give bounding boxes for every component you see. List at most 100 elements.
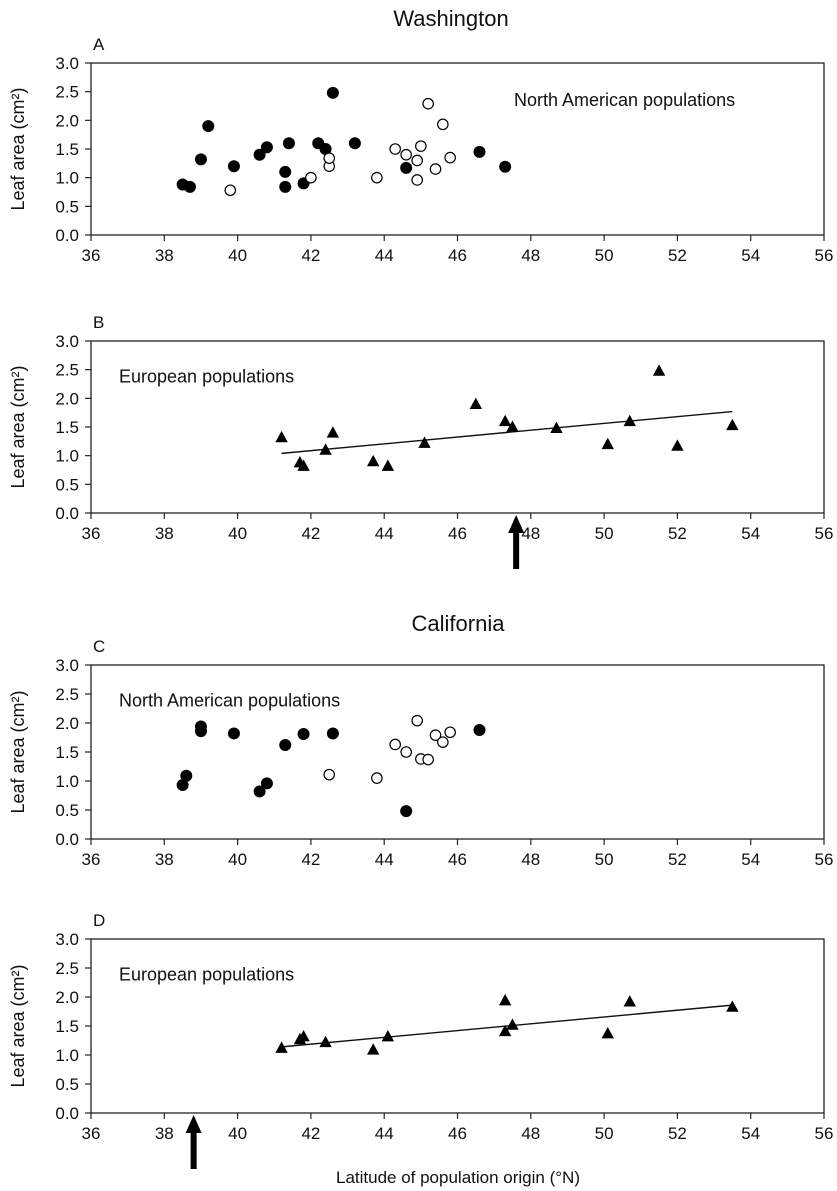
x-tick-label: 44 bbox=[375, 524, 394, 543]
x-tick-label: 50 bbox=[595, 246, 614, 265]
x-tick-label: 42 bbox=[301, 1124, 320, 1143]
panel-label-b: B bbox=[93, 313, 104, 332]
x-tick-label: 54 bbox=[741, 524, 760, 543]
data-point-filled-circle bbox=[279, 739, 292, 752]
data-point-triangle bbox=[498, 993, 512, 1006]
data-point-open-circle bbox=[323, 152, 336, 164]
data-point-triangle bbox=[726, 418, 739, 431]
x-tick-label: 44 bbox=[375, 1124, 394, 1143]
data-point-triangle bbox=[506, 1018, 519, 1030]
y-tick-label: 3.0 bbox=[55, 332, 79, 351]
y-tick-label: 3.0 bbox=[55, 656, 79, 675]
y-tick-label: 0.5 bbox=[55, 1075, 79, 1094]
origin-arrow-shaft-d bbox=[190, 1129, 197, 1169]
x-tick-label: 44 bbox=[375, 850, 394, 869]
x-tick-label: 48 bbox=[521, 1124, 540, 1143]
x-tick-label: 56 bbox=[815, 1124, 834, 1143]
y-tick-label: 0.0 bbox=[55, 226, 79, 245]
data-point-open-circle bbox=[371, 171, 383, 184]
y-tick-label: 1.0 bbox=[55, 1046, 79, 1065]
x-tick-label: 46 bbox=[448, 850, 467, 869]
series-annotation-a: North American populations bbox=[514, 90, 735, 110]
panel-b: 0.0 0.5 1.0 1.5 2.0 2.5 3.0 36 38 40 42 44 46 48 50 52 5… bbox=[8, 313, 833, 569]
data-point-open-circle bbox=[411, 174, 423, 186]
y-tick-label: 1.0 bbox=[55, 772, 79, 791]
section-title-washington: Washington bbox=[393, 6, 508, 31]
x-tick-label: 40 bbox=[228, 1124, 247, 1143]
data-point-triangle bbox=[326, 426, 340, 438]
data-point-triangle bbox=[381, 459, 395, 471]
data-point-triangle bbox=[726, 1000, 739, 1012]
x-tick-label: 38 bbox=[155, 850, 174, 869]
data-point-filled-circle bbox=[194, 153, 207, 166]
y-tick-label: 1.0 bbox=[55, 169, 79, 188]
data-point-filled-circle bbox=[253, 785, 266, 798]
x-tick-label: 40 bbox=[228, 524, 247, 543]
data-point-filled-circle bbox=[297, 728, 310, 741]
x-tick-label: 50 bbox=[595, 1124, 614, 1143]
y-tick-label: 0.0 bbox=[55, 830, 79, 849]
panel-a: 0.0 0.5 1.0 1.5 2.0 2.5 3.0 36 38 40 42 44 46 48 50 52 5… bbox=[8, 35, 833, 265]
data-point-filled-circle bbox=[279, 165, 292, 178]
data-point-open-circle bbox=[429, 729, 442, 741]
x-tick-label: 38 bbox=[155, 524, 174, 543]
y-tick-label: 1.0 bbox=[55, 447, 79, 466]
series-annotation-c: North American populations bbox=[119, 691, 340, 711]
data-point-filled-circle bbox=[260, 777, 273, 790]
data-point-open-circle bbox=[411, 714, 423, 727]
series-annotation-b: European populations bbox=[119, 366, 294, 386]
plot-frame-a bbox=[90, 62, 825, 236]
x-tick-label: 44 bbox=[375, 246, 394, 265]
y-tick-label: 1.5 bbox=[55, 743, 79, 762]
data-point-open-circle bbox=[444, 151, 456, 164]
data-point-triangle bbox=[381, 1029, 395, 1042]
data-point-triangle bbox=[319, 1035, 332, 1048]
panel-label-c: C bbox=[93, 637, 105, 656]
data-point-open-circle bbox=[415, 140, 427, 152]
data-point-filled-circle bbox=[279, 180, 292, 193]
origin-arrow-head-b bbox=[508, 515, 525, 533]
data-point-open-circle bbox=[429, 163, 442, 175]
panel-c: 0.0 0.5 1.0 1.5 2.0 2.5 3.0 36 38 40 42 44 46 48 50 52 5… bbox=[8, 637, 833, 869]
data-point-filled-circle bbox=[202, 120, 215, 133]
data-point-triangle bbox=[469, 397, 483, 409]
x-tick-label: 36 bbox=[82, 850, 101, 869]
y-tick-label: 2.5 bbox=[55, 959, 79, 978]
x-tick-label: 40 bbox=[228, 850, 247, 869]
x-tick-label: 52 bbox=[668, 850, 687, 869]
data-point-triangle bbox=[275, 430, 288, 443]
x-tick-label: 56 bbox=[815, 524, 834, 543]
x-tick-label: 46 bbox=[448, 524, 467, 543]
data-point-triangle bbox=[319, 443, 332, 455]
panel-d: 0.0 0.5 1.0 1.5 2.0 2.5 3.0 36 38 40 42 44 46 48 50 52 5… bbox=[8, 911, 833, 1169]
data-point-open-circle bbox=[323, 768, 336, 781]
data-point-open-circle bbox=[422, 753, 434, 766]
x-tick-label: 42 bbox=[301, 246, 320, 265]
y-tick-label: 0.5 bbox=[55, 197, 79, 216]
x-tick-label: 50 bbox=[595, 524, 614, 543]
y-axis-title-c: Leaf area (cm²) bbox=[8, 690, 28, 813]
x-tick-label: 56 bbox=[815, 246, 834, 265]
x-tick-label: 46 bbox=[448, 1124, 467, 1143]
data-point-triangle bbox=[498, 414, 512, 427]
x-tick-label: 54 bbox=[741, 850, 760, 869]
x-axis-title: Latitude of population origin (°N) bbox=[336, 1168, 580, 1187]
section-title-california: California bbox=[412, 611, 506, 636]
data-point-triangle bbox=[506, 420, 519, 432]
data-point-open-circle bbox=[422, 97, 434, 110]
data-point-open-circle bbox=[389, 143, 401, 155]
series-annotation-d: European populations bbox=[119, 965, 294, 985]
data-point-triangle bbox=[418, 436, 431, 448]
y-tick-label: 2.0 bbox=[55, 389, 79, 408]
data-point-filled-circle bbox=[180, 769, 193, 782]
data-point-filled-circle bbox=[282, 137, 295, 150]
data-point-filled-circle bbox=[400, 805, 413, 818]
y-axis-title-b: Leaf area (cm²) bbox=[8, 365, 28, 488]
y-tick-label: 2.0 bbox=[55, 714, 79, 733]
data-point-open-circle bbox=[400, 148, 412, 161]
data-point-filled-circle bbox=[194, 720, 207, 733]
data-point-triangle bbox=[367, 1043, 380, 1055]
y-tick-label: 0.0 bbox=[55, 504, 79, 523]
y-tick-label: 3.0 bbox=[55, 930, 79, 949]
y-tick-label: 3.0 bbox=[55, 54, 79, 73]
